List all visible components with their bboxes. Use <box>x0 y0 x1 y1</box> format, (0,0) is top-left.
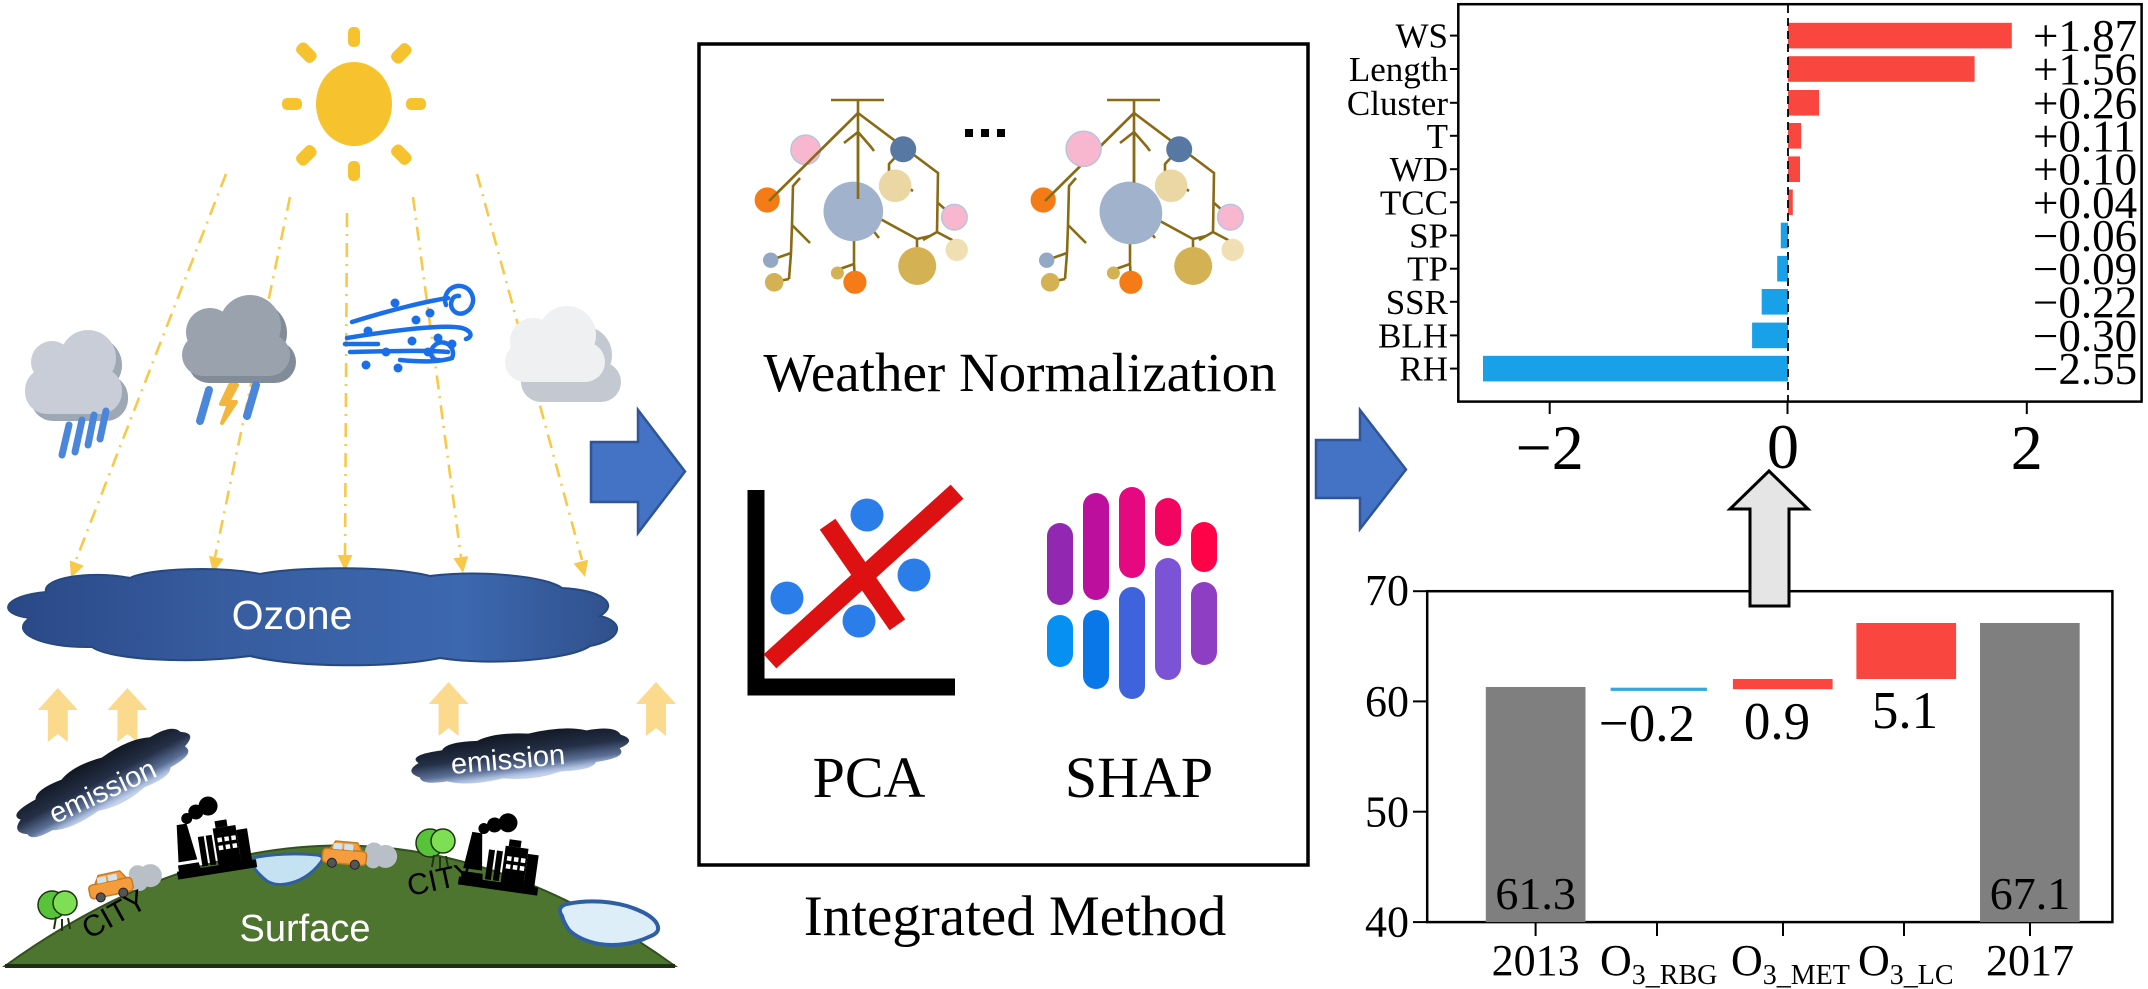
svg-text:Integrated Method: Integrated Method <box>804 885 1227 948</box>
svg-text:WD: WD <box>1390 150 1448 189</box>
svg-text:SP: SP <box>1409 217 1448 256</box>
svg-text:Cluster: Cluster <box>1347 84 1448 123</box>
svg-text:+1.87: +1.87 <box>2033 11 2137 61</box>
svg-text:−2.55: −2.55 <box>2033 344 2137 394</box>
svg-text:5.1: 5.1 <box>1872 682 1938 740</box>
svg-text:40: 40 <box>1365 898 1409 947</box>
svg-text:−0.09: −0.09 <box>2033 244 2137 294</box>
svg-text:+0.26: +0.26 <box>2033 78 2137 128</box>
svg-text:70: 70 <box>1365 566 1409 615</box>
svg-text:2013: 2013 <box>1492 936 1580 985</box>
svg-text:0: 0 <box>1767 411 1799 482</box>
svg-text:TCC: TCC <box>1380 183 1448 222</box>
svg-text:2: 2 <box>2011 412 2043 483</box>
svg-text:+0.11: +0.11 <box>2033 111 2135 161</box>
svg-text:−2: −2 <box>1516 412 1584 483</box>
svg-text:+0.04: +0.04 <box>2033 178 2137 228</box>
svg-text:Weather Normalization: Weather Normalization <box>763 342 1276 403</box>
svg-text:+1.56: +1.56 <box>2033 45 2137 95</box>
svg-text:50: 50 <box>1365 787 1409 836</box>
svg-text:0.9: 0.9 <box>1744 693 1810 751</box>
svg-text:Surface: Surface <box>240 908 371 950</box>
svg-text:SSR: SSR <box>1386 283 1449 322</box>
svg-text:2017: 2017 <box>1986 936 2074 985</box>
svg-text:T: T <box>1427 117 1448 156</box>
svg-text:67.1: 67.1 <box>1990 868 2071 919</box>
svg-text:TP: TP <box>1407 250 1448 289</box>
svg-text:WS: WS <box>1396 17 1449 56</box>
svg-text:PCA: PCA <box>813 745 926 810</box>
svg-text:60: 60 <box>1365 677 1409 726</box>
svg-text:+0.10: +0.10 <box>2033 145 2137 195</box>
svg-text:−0.06: −0.06 <box>2033 211 2137 261</box>
svg-text:BLH: BLH <box>1378 316 1448 355</box>
svg-text:SHAP: SHAP <box>1065 745 1213 810</box>
svg-text:−0.30: −0.30 <box>2033 311 2137 361</box>
svg-text:O3_MET: O3_MET <box>1731 936 1850 989</box>
svg-text:−0.22: −0.22 <box>2033 277 2137 327</box>
svg-text:Length: Length <box>1349 50 1449 89</box>
svg-text:−0.2: −0.2 <box>1599 695 1695 753</box>
svg-text:61.3: 61.3 <box>1495 868 1576 919</box>
svg-text:RH: RH <box>1399 350 1448 389</box>
svg-text:Ozone: Ozone <box>232 592 353 638</box>
